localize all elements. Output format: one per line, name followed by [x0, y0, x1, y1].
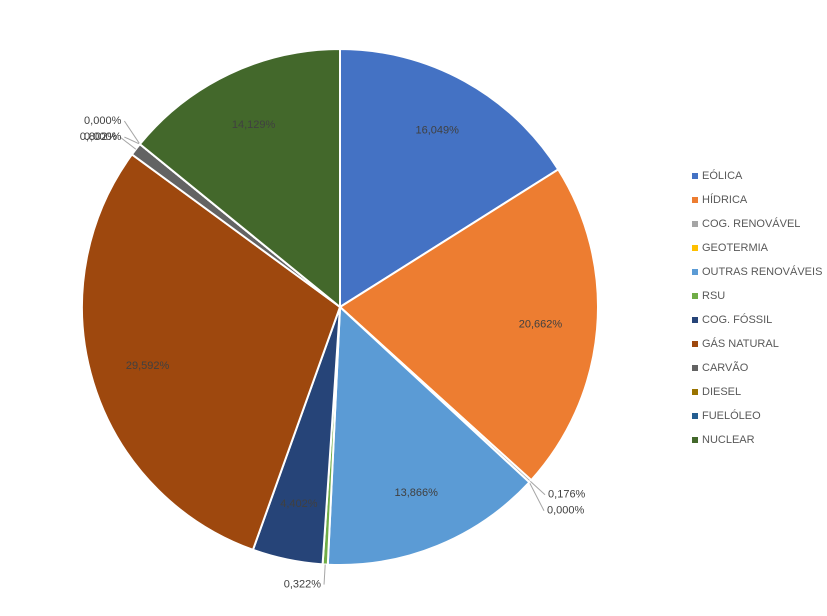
legend-swatch: [692, 317, 698, 323]
data-label: 0,322%: [284, 578, 322, 590]
legend-swatch: [692, 365, 698, 371]
data-label: 29,592%: [126, 360, 170, 372]
legend-label: NUCLEAR: [702, 434, 755, 446]
leader-line: [119, 136, 137, 150]
legend-swatch: [692, 197, 698, 203]
pie-slice: [81, 153, 342, 552]
data-label: 0,000%: [84, 131, 122, 143]
data-label: 0,802%: [80, 131, 118, 143]
legend-label: GÁS NATURAL: [702, 337, 779, 350]
legend-swatch: [692, 173, 698, 179]
pie-slice: [326, 304, 531, 566]
data-label: 13,866%: [394, 487, 438, 499]
legend-label: COG. RENOVÁVEL: [702, 217, 800, 230]
legend-swatch: [692, 389, 698, 395]
pie-slice: [138, 47, 341, 310]
leader-line: [528, 482, 545, 511]
legend-swatch: [692, 413, 698, 419]
data-label: 20,662%: [519, 318, 563, 330]
legend-swatch: [692, 269, 698, 275]
data-label: 4,402%: [280, 498, 318, 510]
data-label: 16,049%: [416, 125, 460, 137]
leader-line: [124, 136, 141, 145]
legend-label: HÍDRICA: [702, 193, 748, 206]
legend-label: FUELÓLEO: [702, 409, 761, 422]
legend-swatch: [692, 437, 698, 443]
legend-swatch: [692, 245, 698, 251]
legend-label: RSU: [702, 290, 725, 302]
legend-label: COG. FÓSSIL: [702, 313, 772, 326]
legend-label: EÓLICA: [702, 169, 743, 182]
data-label: 14,129%: [232, 119, 276, 131]
data-label: 0,000%: [547, 505, 585, 517]
legend-swatch: [692, 341, 698, 347]
legend-swatch: [692, 221, 698, 227]
legend-label: GEOTERMIA: [702, 242, 769, 254]
leader-line: [323, 564, 326, 585]
pie-slice: [339, 47, 560, 309]
legend-label: OUTRAS RENOVÁVEIS: [702, 265, 822, 278]
leader-line: [529, 480, 546, 496]
legend-label: DIESEL: [702, 386, 741, 398]
legend-label: CARVÃO: [702, 361, 749, 374]
legend-swatch: [692, 293, 698, 299]
data-label: 0,176%: [548, 489, 586, 501]
leader-line: [123, 120, 141, 145]
pie-slice: [338, 168, 599, 482]
data-label: 0,000%: [84, 115, 122, 127]
